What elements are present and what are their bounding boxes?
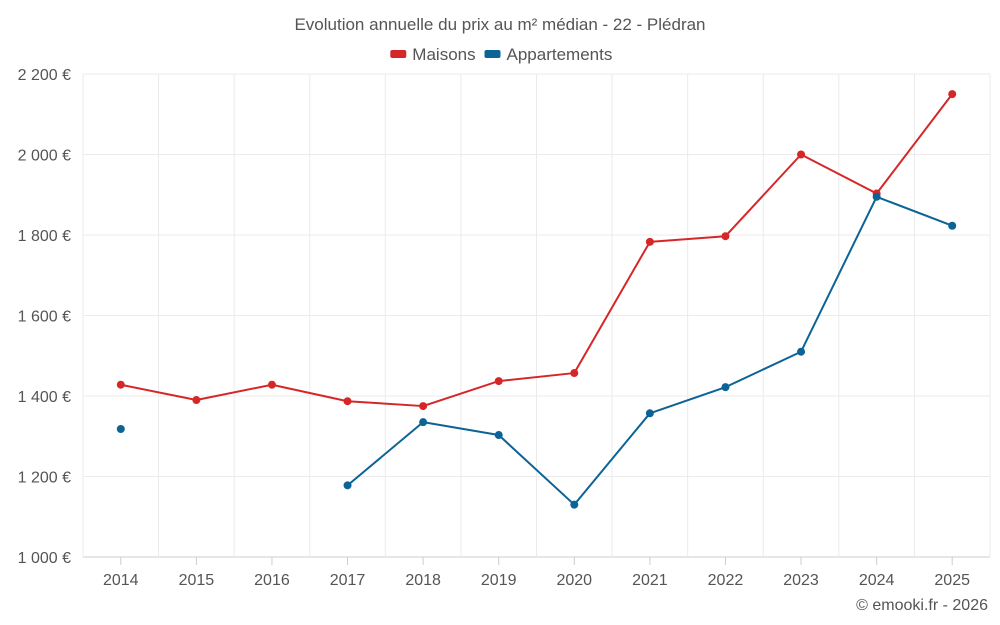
data-point-maisons-2017[interactable] [343,397,352,406]
legend-swatch [484,50,501,58]
data-point-appartements-2018[interactable] [419,418,428,427]
data-point-appartements-2025[interactable] [948,221,957,230]
data-point-appartements-2023[interactable] [797,347,806,356]
y-tick-label: 1 000 € [18,550,71,567]
data-point-maisons-2025[interactable] [948,90,957,99]
series-appartements [116,192,957,509]
legend-label: Appartements [507,45,613,64]
x-tick-label: 2019 [481,572,517,589]
grid-lines [82,73,991,558]
y-tick-label: 1 800 € [18,228,71,245]
data-point-appartements-2022[interactable] [721,383,730,392]
x-tick-label: 2021 [632,572,668,589]
x-tick-label: 2020 [556,572,592,589]
x-tick-label: 2016 [254,572,290,589]
data-point-maisons-2019[interactable] [494,377,503,386]
legend-item-appartements[interactable]: Appartements [484,45,613,64]
y-tick-label: 1 200 € [18,470,71,487]
credit-text: © emooki.fr - 2026 [856,597,988,614]
data-point-maisons-2023[interactable] [797,150,806,159]
data-point-maisons-2020[interactable] [570,369,579,378]
data-point-maisons-2015[interactable] [192,396,201,405]
y-tick-label: 1 600 € [18,309,71,326]
x-tick-label: 2017 [330,572,366,589]
legend-swatch [390,50,407,58]
x-tick-label: 2023 [783,572,819,589]
legend-label: Maisons [412,45,475,64]
data-point-appartements-2024[interactable] [872,192,881,201]
data-point-appartements-2019[interactable] [494,431,503,440]
legend-item-maisons[interactable]: Maisons [390,45,476,64]
data-point-appartements-2017[interactable] [343,481,352,490]
data-point-maisons-2016[interactable] [267,380,276,389]
x-tick-label: 2024 [859,572,895,589]
data-point-maisons-2021[interactable] [645,237,654,246]
chart-title: Evolution annuelle du prix au m² médian … [294,15,705,34]
x-tick-label: 2018 [405,572,441,589]
x-tick-label: 2015 [179,572,215,589]
x-tick-label: 2014 [103,572,139,589]
x-axis: 2014 2015 2016 2017 2018 2019 2020 2021 2022 2023… [103,557,970,589]
x-tick-label: 2025 [934,572,970,589]
data-point-maisons-2022[interactable] [721,232,730,241]
legend[interactable]: Maisons Appartements [390,45,612,64]
y-tick-label: 2 200 € [18,67,71,84]
data-point-maisons-2014[interactable] [116,380,125,389]
data-point-appartements-2020[interactable] [570,500,579,509]
data-point-appartements-2021[interactable] [645,409,654,418]
y-tick-label: 1 400 € [18,389,71,406]
y-tick-label: 2 000 € [18,148,71,165]
y-axis: 1 000 € 1 200 € 1 400 € 1 600 € 1 800 € 2 000… [18,67,71,567]
data-point-appartements-2014[interactable] [116,425,125,434]
series-line-maisons [120,93,954,408]
series-group [116,90,957,509]
series-maisons [116,90,957,411]
data-point-maisons-2018[interactable] [419,402,428,411]
x-tick-label: 2022 [708,572,744,589]
